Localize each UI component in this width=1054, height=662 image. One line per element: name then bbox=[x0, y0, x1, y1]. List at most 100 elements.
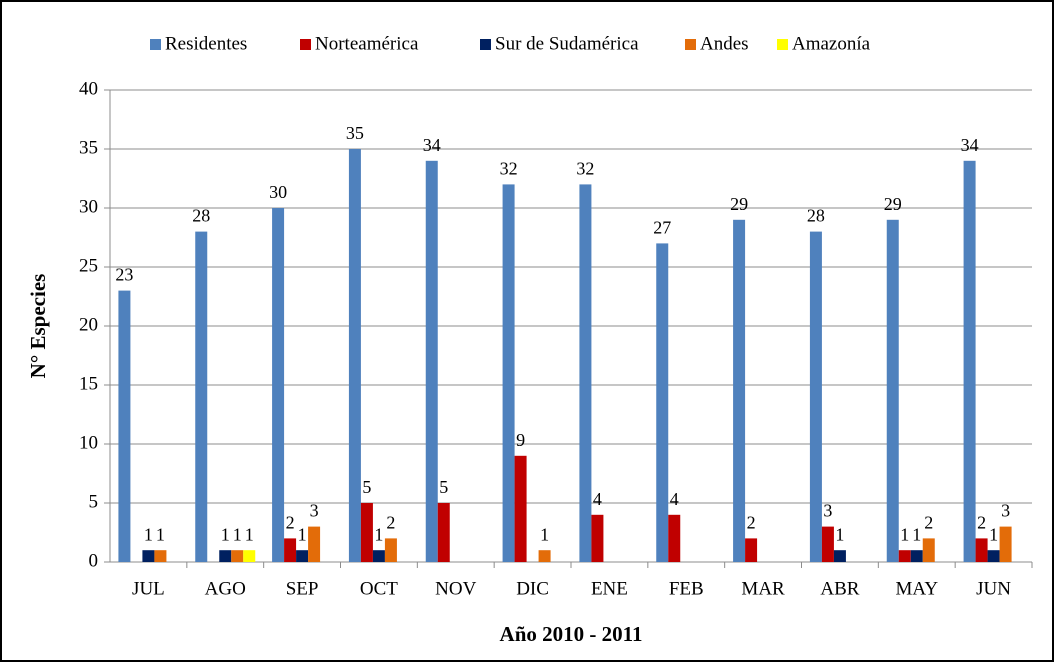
x-tick-label: NOV bbox=[435, 578, 476, 599]
value-label: 5 bbox=[362, 477, 371, 497]
bar bbox=[372, 550, 385, 562]
x-tick-label: FEB bbox=[669, 578, 704, 599]
value-label: 3 bbox=[1001, 501, 1010, 521]
legend-swatch bbox=[777, 39, 788, 50]
value-label: 3 bbox=[823, 501, 832, 521]
bar bbox=[538, 550, 551, 562]
value-label: 1 bbox=[233, 524, 242, 544]
legend-label: Amazonía bbox=[792, 33, 871, 54]
bar bbox=[231, 550, 244, 562]
value-label: 9 bbox=[516, 430, 525, 450]
x-tick-label: DIC bbox=[516, 578, 549, 599]
bar bbox=[886, 219, 899, 563]
x-tick-label: JUL bbox=[132, 578, 165, 599]
bar bbox=[219, 550, 232, 562]
legend-label: Andes bbox=[700, 33, 749, 54]
value-label: 3 bbox=[310, 501, 319, 521]
bar bbox=[154, 550, 167, 562]
bar bbox=[348, 149, 361, 562]
value-label: 1 bbox=[156, 524, 165, 544]
value-label: 30 bbox=[269, 182, 287, 202]
value-label: 2 bbox=[747, 513, 756, 533]
bar bbox=[284, 538, 297, 562]
bar bbox=[809, 231, 822, 562]
value-label: 1 bbox=[912, 524, 921, 544]
value-label: 4 bbox=[670, 489, 679, 509]
value-label: 5 bbox=[439, 477, 448, 497]
legend-swatch bbox=[300, 39, 311, 50]
bar bbox=[745, 538, 758, 562]
bar bbox=[514, 455, 527, 562]
value-label: 2 bbox=[286, 513, 295, 533]
x-tick-label: OCT bbox=[360, 578, 398, 599]
bar bbox=[296, 550, 309, 562]
bar bbox=[833, 550, 846, 562]
bar bbox=[963, 160, 976, 563]
bar bbox=[502, 184, 515, 562]
value-label: 1 bbox=[298, 524, 307, 544]
bar bbox=[975, 538, 988, 562]
value-label: 32 bbox=[500, 159, 518, 179]
bar bbox=[821, 526, 834, 562]
value-label: 32 bbox=[576, 159, 594, 179]
y-tick-label: 5 bbox=[89, 491, 99, 512]
value-label: 2 bbox=[386, 513, 395, 533]
value-label: 1 bbox=[540, 524, 549, 544]
bar bbox=[898, 550, 911, 562]
y-tick-label: 10 bbox=[79, 432, 98, 453]
value-label: 4 bbox=[593, 489, 602, 509]
bar bbox=[591, 514, 604, 562]
legend-label: Sur de Sudamérica bbox=[495, 33, 639, 54]
x-tick-label: MAY bbox=[895, 578, 938, 599]
y-tick-label: 25 bbox=[79, 255, 98, 276]
legend-label: Residentes bbox=[165, 33, 247, 54]
bar bbox=[360, 503, 373, 562]
bar bbox=[910, 550, 923, 562]
bar bbox=[656, 243, 669, 562]
x-tick-label: MAR bbox=[741, 578, 785, 599]
y-tick-label: 30 bbox=[79, 196, 98, 217]
value-label: 1 bbox=[221, 524, 230, 544]
value-label: 29 bbox=[730, 194, 748, 214]
y-tick-label: 35 bbox=[79, 137, 98, 158]
bar bbox=[922, 538, 935, 562]
x-axis-title: Año 2010 - 2011 bbox=[500, 622, 643, 646]
legend-swatch bbox=[685, 39, 696, 50]
value-label: 28 bbox=[807, 206, 825, 226]
y-axis-title: N° Especies bbox=[26, 274, 50, 379]
y-tick-label: 15 bbox=[79, 373, 98, 394]
value-label: 1 bbox=[835, 524, 844, 544]
legend-swatch bbox=[150, 39, 161, 50]
bar bbox=[142, 550, 155, 562]
bar bbox=[668, 514, 681, 562]
x-tick-label: AGO bbox=[205, 578, 246, 599]
value-label: 1 bbox=[989, 524, 998, 544]
value-label: 35 bbox=[346, 123, 364, 143]
value-label: 1 bbox=[144, 524, 153, 544]
legend-label: Norteamérica bbox=[315, 33, 419, 54]
x-tick-label: ENE bbox=[591, 578, 628, 599]
bar bbox=[384, 538, 397, 562]
bar bbox=[579, 184, 592, 562]
bar bbox=[308, 526, 321, 562]
value-label: 34 bbox=[423, 135, 441, 155]
value-label: 23 bbox=[115, 265, 133, 285]
value-label: 1 bbox=[374, 524, 383, 544]
bar bbox=[425, 160, 438, 563]
y-tick-label: 0 bbox=[89, 550, 99, 571]
value-label: 27 bbox=[653, 218, 671, 238]
bar bbox=[733, 219, 746, 563]
value-label: 28 bbox=[192, 206, 210, 226]
value-label: 1 bbox=[900, 524, 909, 544]
bar bbox=[118, 290, 131, 562]
legend-swatch bbox=[480, 39, 491, 50]
value-label: 2 bbox=[924, 513, 933, 533]
y-tick-label: 20 bbox=[79, 314, 98, 335]
value-label: 29 bbox=[884, 194, 902, 214]
value-label: 34 bbox=[961, 135, 979, 155]
bar bbox=[272, 208, 285, 562]
x-tick-label: SEP bbox=[286, 578, 319, 599]
bar bbox=[195, 231, 208, 562]
